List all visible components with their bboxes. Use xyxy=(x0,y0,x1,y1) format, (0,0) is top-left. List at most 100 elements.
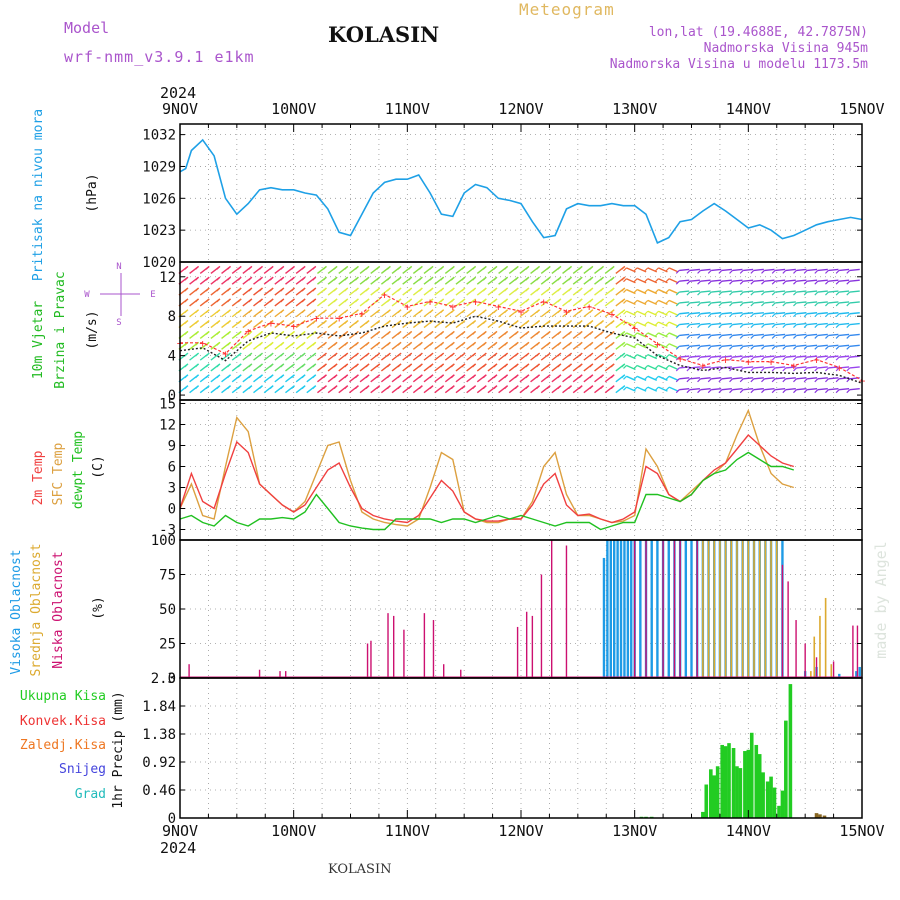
wind-barb xyxy=(658,332,668,338)
wind-barb-feather xyxy=(184,331,189,335)
wind-barb-feather xyxy=(814,367,819,372)
wind-barb-feather xyxy=(525,287,530,292)
wind-barb xyxy=(732,290,743,293)
wind-barb-feather xyxy=(237,265,242,270)
cloud-mid-bar xyxy=(730,540,733,678)
wind-barb-feather xyxy=(655,289,659,293)
wind-barb-feather xyxy=(536,309,540,314)
wind-barb xyxy=(721,366,732,369)
wind-barb-feather xyxy=(333,298,338,303)
wind-barb-feather xyxy=(514,331,519,335)
wind-barb-feather xyxy=(589,385,594,390)
wind-barb-feather xyxy=(623,343,627,348)
wind-barb-feather xyxy=(750,291,755,296)
ytick-label: 1029 xyxy=(142,159,176,175)
wind-barb-feather xyxy=(461,341,466,346)
wind-barb-feather xyxy=(718,345,723,350)
wind-barb-feather xyxy=(589,265,594,270)
wind-barb-feather xyxy=(195,352,199,357)
wind-barb-feather xyxy=(472,374,477,379)
wind-barb xyxy=(711,387,722,391)
gust-marker: + xyxy=(199,337,206,350)
wind-barb-feather xyxy=(269,320,274,325)
wind-barb-feather xyxy=(589,363,594,368)
wind-barb-feather xyxy=(195,374,199,379)
wind-barb-feather xyxy=(365,320,370,325)
ytick-label: 75 xyxy=(159,568,176,584)
wind-barb-feather xyxy=(707,356,712,361)
cloud-mid-bar xyxy=(702,540,704,678)
wind-barb-feather xyxy=(301,363,306,368)
wind-barb xyxy=(839,301,850,304)
wind-barb xyxy=(626,299,636,306)
wind-barb xyxy=(849,268,860,272)
wind-barb-feather xyxy=(440,298,445,303)
wind-barb xyxy=(668,310,679,316)
wind-barb-feather xyxy=(633,354,638,359)
wind-barb xyxy=(753,366,764,369)
wind-barb-feather xyxy=(568,287,572,292)
wind-barb xyxy=(668,299,679,306)
wind-barb xyxy=(700,290,711,293)
wind-barb xyxy=(721,322,732,326)
wind-barb-feather xyxy=(248,363,253,368)
ytick-label: 1.38 xyxy=(142,727,176,743)
wind-barb-feather xyxy=(644,310,649,315)
wind-barb-feather xyxy=(697,345,701,350)
wind-barb-feather xyxy=(269,276,274,281)
wind-barb-feather xyxy=(333,352,338,357)
wind-barb xyxy=(839,322,850,326)
wind-barb xyxy=(743,322,754,326)
wind-barb xyxy=(647,343,658,349)
wind-barb-feather xyxy=(280,320,285,325)
wind-barb xyxy=(753,279,764,282)
wind-barb-feather xyxy=(386,385,391,390)
wind-barb-feather xyxy=(482,341,487,346)
wind-barb-feather xyxy=(568,331,572,335)
wind-barb-feather xyxy=(557,320,562,325)
wind-barb-feather xyxy=(386,363,391,368)
wind-barb-feather xyxy=(697,313,701,318)
wind-barb-feather xyxy=(665,267,670,272)
wind-barb xyxy=(658,278,668,284)
wind-barb-feather xyxy=(633,375,638,380)
gust-marker: + xyxy=(336,312,343,325)
wind-barb xyxy=(668,353,679,360)
wind-barb-feather xyxy=(514,265,519,270)
wind-barb xyxy=(817,268,828,272)
precip-bar xyxy=(735,766,739,818)
wind-barb-feather xyxy=(418,374,423,379)
gust-marker: + xyxy=(540,295,547,308)
wind-barb-feather xyxy=(482,331,487,335)
wind-barb-feather xyxy=(623,386,627,391)
wind-barb-feather xyxy=(771,378,776,383)
cloud-low-bar xyxy=(787,581,789,678)
wind-barb-feather xyxy=(312,276,317,281)
wind-barb-feather xyxy=(644,289,649,293)
wind-barb-feather xyxy=(644,354,649,359)
wind-barb-feather xyxy=(408,331,413,335)
wind-barb-feather xyxy=(386,276,391,281)
wind-barb-feather xyxy=(323,276,327,281)
wind-barb-feather xyxy=(461,309,466,314)
wind-barb-feather xyxy=(482,265,487,270)
wind-barb-feather xyxy=(729,389,733,394)
wind-barb-feather xyxy=(525,341,530,346)
wind-barb-feather xyxy=(461,374,466,379)
wind-barb xyxy=(764,312,775,315)
wind-barb-feather xyxy=(655,354,659,359)
sfc-temp-line xyxy=(179,408,795,527)
wind-barb xyxy=(807,387,818,391)
wind-barb-feather xyxy=(578,341,583,346)
precip-bar xyxy=(709,769,713,818)
xtick-label-bottom: 14NOV xyxy=(726,822,771,840)
wind-barb-feather xyxy=(546,385,551,390)
cloud-mid-bar xyxy=(736,540,738,678)
wind-barb-feather xyxy=(739,356,744,361)
wind-barb-feather xyxy=(227,298,231,303)
wind-barb-feather xyxy=(782,367,787,372)
wind-barb xyxy=(626,267,636,273)
wind-barb-feather xyxy=(365,265,370,270)
wind-barb xyxy=(764,301,775,304)
gust-line xyxy=(180,293,863,381)
